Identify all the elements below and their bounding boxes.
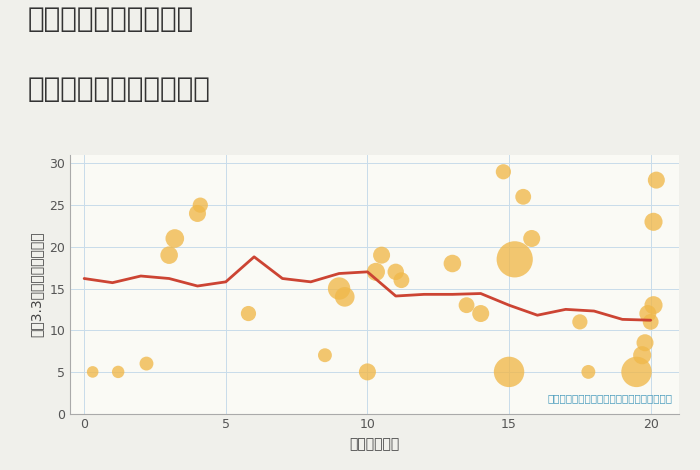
- Point: [526, 235, 538, 242]
- Point: [376, 251, 387, 259]
- Text: 駅距離別中古戸建て価格: 駅距離別中古戸建て価格: [28, 75, 211, 103]
- Y-axis label: 坪（3.3㎡）単価（万円）: 坪（3.3㎡）単価（万円）: [29, 232, 43, 337]
- Point: [642, 310, 653, 317]
- Point: [498, 168, 509, 175]
- X-axis label: 駅距離（分）: 駅距離（分）: [349, 437, 400, 451]
- Point: [631, 368, 642, 376]
- Point: [113, 368, 124, 376]
- Point: [195, 201, 206, 209]
- Point: [169, 235, 181, 242]
- Point: [319, 352, 330, 359]
- Point: [636, 352, 648, 359]
- Text: 円の大きさは、取引のあった物件面積を示す: 円の大きさは、取引のあった物件面積を示す: [548, 393, 673, 403]
- Point: [333, 285, 344, 292]
- Point: [475, 310, 486, 317]
- Point: [164, 251, 175, 259]
- Point: [583, 368, 594, 376]
- Point: [87, 368, 98, 376]
- Point: [648, 301, 659, 309]
- Point: [509, 256, 520, 263]
- Point: [141, 360, 152, 368]
- Point: [645, 318, 657, 326]
- Point: [651, 176, 662, 184]
- Point: [370, 268, 382, 275]
- Point: [648, 218, 659, 226]
- Point: [192, 210, 203, 217]
- Point: [461, 301, 472, 309]
- Point: [390, 268, 401, 275]
- Point: [574, 318, 585, 326]
- Point: [340, 293, 351, 301]
- Point: [362, 368, 373, 376]
- Point: [639, 339, 650, 346]
- Point: [517, 193, 528, 201]
- Point: [503, 368, 514, 376]
- Text: 岐阜県下呂市三ツ渕の: 岐阜県下呂市三ツ渕の: [28, 5, 195, 33]
- Point: [447, 260, 458, 267]
- Point: [395, 276, 407, 284]
- Point: [243, 310, 254, 317]
